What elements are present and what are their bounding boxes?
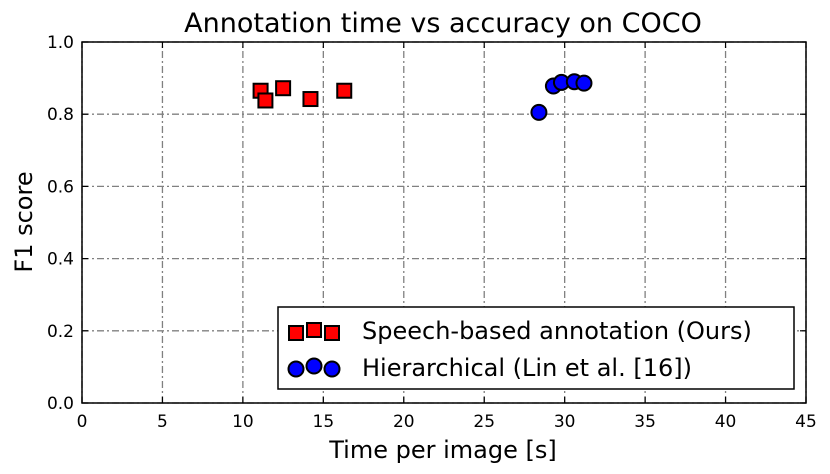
speech-series — [252, 80, 353, 109]
square-marker — [336, 82, 353, 99]
square-marker — [302, 91, 319, 108]
legend: Speech-based annotation (Ours) Hierarchi… — [277, 306, 795, 390]
legend-circle-marker — [305, 357, 323, 375]
hierarchical-series — [530, 73, 593, 121]
legend-circle-marker — [287, 360, 305, 378]
legend-box — [277, 306, 795, 390]
x-tick-label: 35 — [634, 412, 656, 432]
data-points — [252, 73, 593, 121]
y-tick-label: 0.2 — [47, 322, 74, 342]
y-tick-label: 0.6 — [47, 177, 74, 197]
x-tick-label: 10 — [232, 412, 254, 432]
circle-marker — [575, 74, 593, 92]
legend-label-speech: Speech-based annotation (Ours) — [362, 317, 752, 345]
y-tick-labels: 0.0 0.2 0.4 0.6 0.8 1.0 — [47, 33, 74, 414]
chart-title: Annotation time vs accuracy on COCO — [184, 8, 702, 39]
y-axis-label: F1 score — [10, 171, 38, 272]
x-tick-label: 25 — [473, 412, 495, 432]
square-marker — [257, 92, 274, 109]
legend-square-marker — [288, 325, 304, 341]
x-tick-label: 30 — [554, 412, 576, 432]
x-tick-label: 45 — [795, 412, 817, 432]
x-tick-label: 20 — [393, 412, 415, 432]
y-tick-label: 1.0 — [47, 33, 74, 53]
x-tick-labels: 0 5 10 15 20 25 30 35 40 45 — [77, 412, 817, 432]
legend-square-marker — [306, 322, 322, 338]
legend-square-marker — [324, 325, 340, 341]
x-tick-label: 40 — [715, 412, 737, 432]
y-tick-label: 0.4 — [47, 250, 74, 270]
legend-markers — [287, 322, 341, 378]
x-tick-label: 15 — [313, 412, 335, 432]
y-tick-label: 0.0 — [47, 394, 74, 414]
x-axis-label: Time per image [s] — [328, 436, 556, 464]
circle-marker — [530, 103, 548, 121]
x-tick-label: 5 — [157, 412, 168, 432]
plot-frame — [81, 41, 807, 404]
y-tick-label: 0.8 — [47, 105, 74, 125]
legend-circle-marker — [323, 360, 341, 378]
legend-label-hierarchical: Hierarchical (Lin et al. [16]) — [362, 354, 692, 382]
square-marker — [275, 80, 292, 97]
x-tick-label: 0 — [77, 412, 88, 432]
